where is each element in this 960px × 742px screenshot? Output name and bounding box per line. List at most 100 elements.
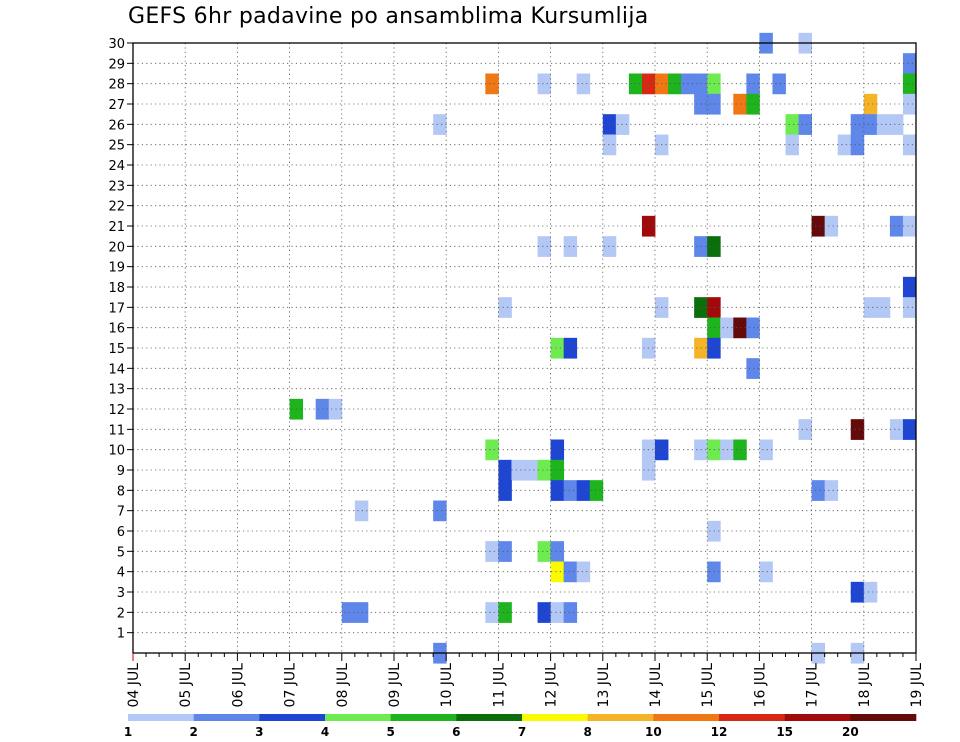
y-tick-label: 20	[108, 240, 125, 255]
y-tick-label: 26	[108, 118, 125, 133]
heatmap-cell	[746, 317, 760, 339]
heatmap-cell	[876, 114, 891, 135]
heatmap-cell	[550, 459, 565, 481]
heatmap-cell	[811, 215, 826, 237]
heatmap-cell	[563, 602, 578, 623]
chart-title: GEFS 6hr padavine po ansamblima Kursumli…	[128, 4, 649, 29]
heatmap-cell	[550, 337, 565, 359]
heatmap-cell	[537, 73, 551, 95]
y-tick-label: 27	[108, 98, 125, 113]
x-tick-label: 17 JUL	[805, 663, 821, 708]
heatmap-cell	[524, 459, 538, 481]
heatmap-cell	[733, 317, 747, 339]
heatmap-cell	[811, 480, 826, 501]
heatmap-cell	[576, 561, 591, 583]
legend-label: 8	[583, 725, 591, 739]
heatmap-cell	[824, 480, 839, 501]
y-tick-label: 19	[108, 261, 125, 276]
heatmap-cell	[537, 541, 551, 562]
legend-swatch	[522, 714, 588, 721]
x-tick-label: 04 JUL	[126, 663, 142, 708]
y-tick-label: 13	[108, 383, 125, 398]
heatmap-cells	[289, 32, 917, 664]
heatmap-cell	[863, 93, 878, 115]
y-tick-label: 8	[117, 484, 125, 499]
heatmap-cell	[498, 459, 512, 481]
heatmap-cell	[902, 53, 917, 74]
legend-label: 7	[518, 725, 526, 739]
x-tick-label: 12 JUL	[544, 663, 560, 708]
y-tick-label: 5	[117, 545, 125, 560]
heatmap-cell	[537, 459, 551, 481]
legend-swatch	[325, 714, 391, 721]
heatmap-cell	[759, 561, 773, 583]
legend-label: 15	[776, 725, 793, 739]
legend-label: 20	[842, 725, 859, 739]
heatmap-cell	[850, 581, 865, 603]
x-tick-label: 14 JUL	[648, 663, 664, 708]
heatmap-cell	[902, 73, 917, 95]
legend-swatch	[193, 714, 260, 721]
heatmap-cell	[498, 541, 512, 562]
heatmap-cell	[902, 215, 917, 237]
x-tick-label: 16 JUL	[752, 663, 768, 708]
heatmap-cell	[433, 114, 447, 135]
heatmap-cell	[902, 93, 917, 115]
y-tick-label: 1	[117, 627, 125, 642]
heatmap-cell	[772, 73, 786, 95]
y-tick-label: 22	[108, 200, 125, 215]
heatmap-cell	[889, 215, 904, 237]
y-tick-label: 15	[108, 342, 125, 357]
legend-swatch	[456, 714, 523, 721]
heatmap-cell	[824, 215, 839, 237]
x-tick-label: 05 JUL	[178, 663, 194, 708]
heatmap-cell	[746, 358, 760, 379]
x-tick-label: 19 JUL	[909, 663, 925, 708]
y-tick-label: 28	[108, 78, 125, 93]
heatmap-cell	[902, 134, 917, 156]
heatmap-cell	[485, 541, 499, 562]
heatmap-cell	[576, 73, 591, 95]
color-legend: 1 2 3 4 5 6 7 8 10 12 15 20	[124, 714, 917, 739]
heatmap-cell	[563, 480, 578, 501]
heatmap-cell	[889, 419, 904, 440]
y-tick-label: 6	[117, 525, 125, 540]
heatmap-cell	[759, 439, 773, 461]
heatmap-cell	[563, 337, 578, 359]
y-tick-label: 29	[108, 57, 125, 72]
y-tick-label: 24	[108, 159, 125, 174]
gridlines	[133, 43, 916, 653]
heatmap-cell	[602, 134, 617, 156]
legend-label: 4	[321, 725, 329, 739]
legend-swatch	[128, 714, 194, 721]
legend-swatch	[850, 714, 917, 721]
heatmap-cell	[563, 236, 578, 257]
x-tick-label: 15 JUL	[700, 663, 716, 708]
heatmap-cell	[733, 93, 747, 115]
heatmap-cell	[485, 602, 499, 623]
heatmap-cell	[354, 500, 369, 522]
x-tick-label: 13 JUL	[596, 663, 612, 708]
legend-label: 12	[711, 725, 728, 739]
legend-swatch	[653, 714, 720, 721]
heatmap-cell	[537, 602, 551, 623]
heatmap-cell	[537, 236, 551, 257]
heatmap-cell	[798, 114, 812, 135]
heatmap-cell	[837, 134, 852, 156]
heatmap-cell	[720, 439, 734, 461]
heatmap-cell	[863, 297, 878, 318]
y-tick-label: 9	[117, 464, 125, 479]
heatmap-cell	[863, 114, 878, 135]
heatmap-cell	[902, 297, 917, 318]
legend-label: 6	[452, 725, 460, 739]
legend-label: 10	[645, 725, 662, 739]
heatmap-cell	[746, 93, 760, 115]
heatmap-cell	[511, 459, 525, 481]
y-tick-label: 14	[108, 362, 125, 377]
heatmap-cell	[733, 439, 747, 461]
heatmap-cell	[498, 480, 512, 501]
y-tick-label: 17	[108, 301, 125, 316]
x-tick-label: 11 JUL	[491, 663, 507, 708]
y-tick-label: 25	[108, 139, 125, 154]
